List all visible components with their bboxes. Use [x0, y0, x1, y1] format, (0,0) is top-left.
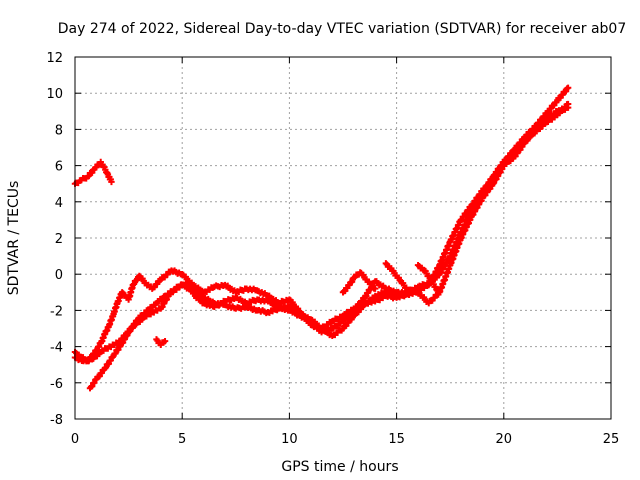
x-tick-label: 0 — [71, 432, 79, 447]
y-tick-label: 8 — [55, 123, 63, 138]
x-tick-label: 25 — [603, 432, 620, 447]
x-tick-label: 20 — [496, 432, 513, 447]
data-points — [71, 84, 572, 392]
y-tick-label: 10 — [46, 87, 63, 102]
x-tick-label: 15 — [388, 432, 405, 447]
y-tick-label: 0 — [55, 268, 63, 283]
y-tick-label: 6 — [55, 160, 63, 175]
track-2-point — [129, 281, 137, 289]
chart-title: Day 274 of 2022, Sidereal Day-to-day VTE… — [58, 21, 627, 37]
track-7-point — [434, 287, 441, 294]
y-tick-label: -6 — [50, 377, 63, 392]
axis-tick-labels: 0 5 10 15 20 25 -8 -6 -4 -2 0 2 4 6 8 10 12 — [46, 51, 619, 447]
track-4-point — [564, 84, 572, 91]
x-tick-label: 5 — [178, 432, 186, 447]
track-6-point — [406, 289, 413, 296]
y-tick-label: 4 — [55, 196, 63, 211]
x-axis-title: GPS time / hours — [281, 459, 398, 475]
y-tick-label: -4 — [50, 341, 63, 356]
x-tick-label: 10 — [281, 432, 298, 447]
y-tick-label: 2 — [55, 232, 63, 247]
y-tick-label: 12 — [46, 51, 63, 66]
track-5-point — [371, 285, 379, 292]
y-tick-label: -8 — [50, 413, 63, 428]
track-1-point — [108, 178, 115, 186]
y-tick-label: -2 — [50, 304, 63, 319]
axis-ticks — [74, 56, 612, 420]
track-8-point — [161, 337, 169, 345]
y-axis-title: SDTVAR / TECUs — [6, 181, 22, 296]
track-3-point — [564, 100, 572, 108]
grid-lines — [75, 57, 611, 419]
